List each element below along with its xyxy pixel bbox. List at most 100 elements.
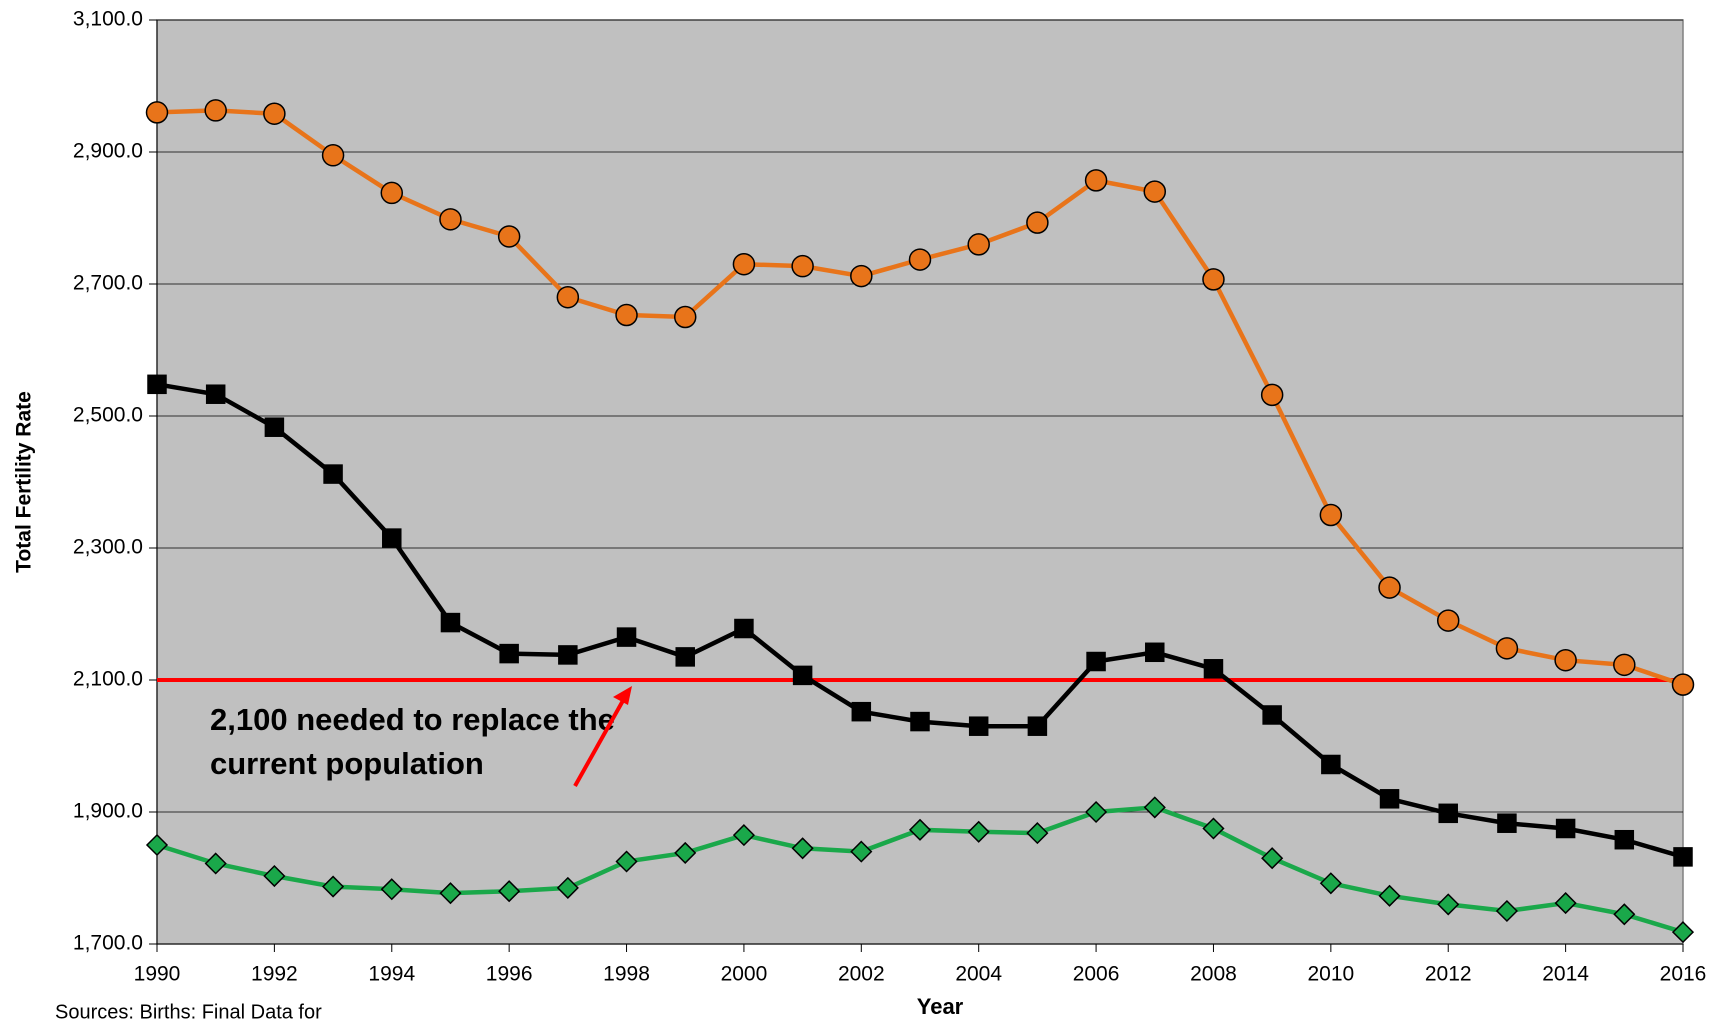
point: [556, 876, 579, 899]
point: [1378, 576, 1401, 599]
x-tick-label: 2010: [1307, 963, 1354, 986]
point: [1613, 653, 1636, 677]
point: [498, 880, 521, 903]
y-tick-label: 1,900.0: [73, 800, 143, 823]
point: [1614, 829, 1635, 850]
point: [910, 711, 930, 732]
point: [967, 820, 990, 843]
point: [1321, 754, 1341, 775]
point: [556, 285, 580, 309]
point: [615, 303, 638, 327]
point: [967, 233, 990, 256]
point: [263, 102, 286, 125]
point: [1378, 884, 1401, 907]
x-tick-label: 2012: [1425, 963, 1472, 986]
series: [145, 99, 1695, 944]
point: [1671, 921, 1695, 944]
source-note: Sources: Births: Final Data for: [55, 1001, 322, 1021]
y-tick-label: 2,300.0: [73, 536, 143, 559]
x-tick-label: 2002: [838, 963, 885, 986]
point: [792, 665, 813, 686]
y-tick-label: 2,100.0: [73, 668, 143, 691]
point: [1262, 705, 1282, 725]
point: [1202, 268, 1225, 291]
point: [1027, 716, 1048, 736]
point: [145, 833, 169, 857]
point: [615, 850, 638, 873]
y-tick-label: 2,700.0: [73, 272, 143, 295]
point: [380, 878, 403, 901]
point: [1671, 673, 1695, 696]
point: [1203, 659, 1224, 679]
point: [675, 647, 695, 667]
x-tick-label: 1996: [486, 963, 533, 986]
point: [558, 645, 578, 665]
point: [734, 618, 754, 639]
point: [380, 181, 404, 205]
point: [499, 643, 519, 664]
point: [1261, 847, 1284, 870]
point: [440, 612, 461, 633]
annotation-arrow: [573, 696, 627, 787]
point: [1436, 609, 1460, 632]
point: [968, 716, 989, 736]
x-tick-label: 2008: [1190, 963, 1237, 986]
point: [1379, 789, 1400, 809]
point: [263, 864, 286, 888]
y-tick-label: 2,500.0: [73, 404, 143, 427]
point: [1495, 899, 1518, 923]
point: [205, 384, 226, 404]
x-axis-label: Year: [917, 994, 964, 1019]
point: [1613, 903, 1636, 926]
point: [1437, 893, 1460, 916]
point: [850, 840, 873, 863]
point: [1084, 169, 1108, 192]
x-tick-label: 2004: [955, 963, 1002, 986]
point: [382, 528, 402, 548]
point: [616, 627, 637, 647]
point: [1319, 872, 1342, 895]
point: [1495, 637, 1519, 660]
x-tick-label: 2006: [1073, 963, 1120, 986]
point: [851, 701, 872, 722]
point: [204, 99, 227, 122]
y-tick-label: 1,700.0: [73, 932, 143, 955]
point: [1026, 211, 1049, 234]
point: [1085, 800, 1108, 824]
x-tick-label: 2014: [1542, 963, 1589, 986]
point: [908, 248, 932, 271]
point: [1202, 817, 1225, 840]
point: [732, 252, 756, 276]
point: [732, 824, 755, 847]
point: [791, 254, 814, 278]
point: [1319, 503, 1343, 527]
point: [147, 374, 167, 395]
x-tick-label: 1990: [134, 963, 181, 986]
point: [1554, 648, 1577, 672]
point: [439, 208, 462, 231]
y-tick-label: 3,100.0: [73, 8, 143, 31]
grid: [149, 19, 1684, 952]
point: [439, 882, 462, 905]
point: [264, 417, 285, 437]
point: [791, 837, 814, 860]
x-tick-label: 1998: [603, 963, 650, 986]
point: [850, 264, 873, 288]
point: [323, 464, 343, 484]
point: [674, 841, 697, 864]
x-tick-label: 2016: [1660, 963, 1707, 986]
plot-area: [156, 19, 1684, 945]
point: [1555, 818, 1576, 839]
point: [1026, 822, 1049, 845]
point: [908, 818, 932, 841]
point: [673, 305, 697, 329]
x-tick-label: 1992: [251, 963, 298, 986]
point: [1554, 892, 1577, 915]
point: [1086, 651, 1106, 672]
point: [1143, 180, 1167, 203]
x-tick-label: 1994: [368, 963, 415, 986]
point: [321, 144, 345, 167]
point: [1145, 642, 1165, 663]
point: [322, 875, 345, 898]
point: [1260, 383, 1284, 407]
